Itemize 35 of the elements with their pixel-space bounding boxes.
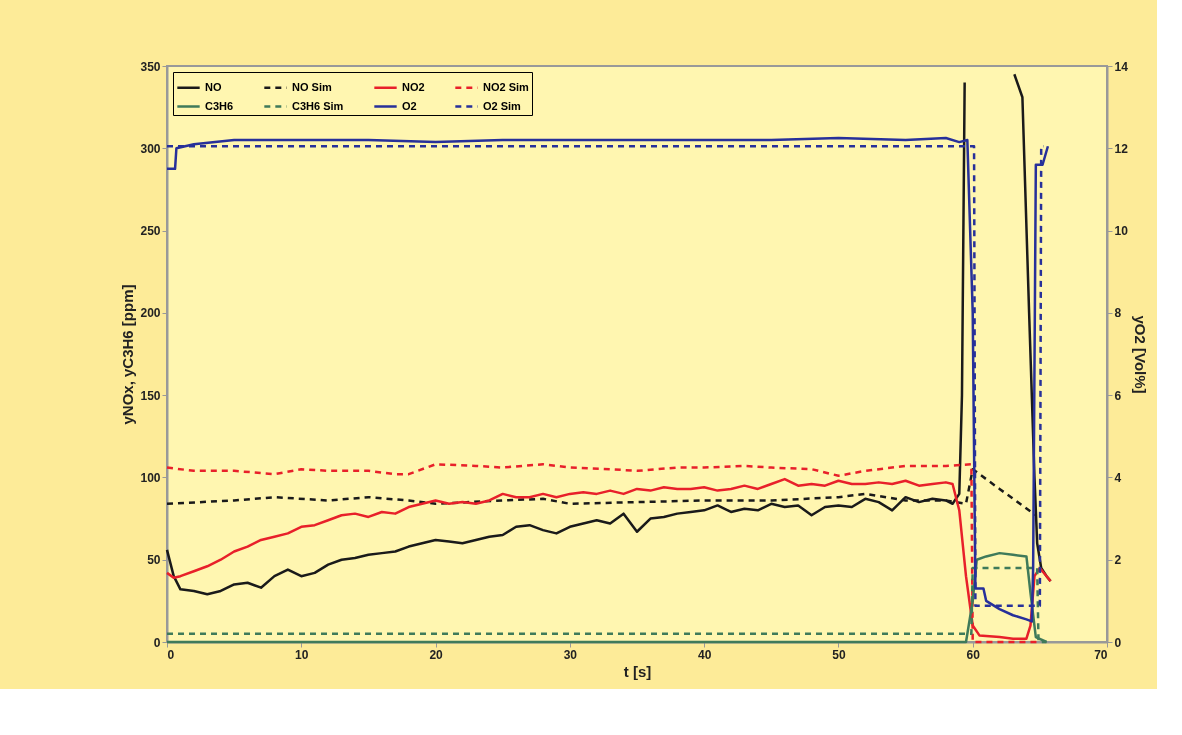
y-tick-label: 0 xyxy=(153,635,161,650)
x-tick-label: 50 xyxy=(832,647,846,662)
y2-tick-label: 2 xyxy=(1114,553,1122,568)
x-tick-label: 70 xyxy=(1094,647,1108,662)
y-axis-title: yNOx, yC3H6 [ppm] xyxy=(119,284,137,425)
x-axis-title: t [s] xyxy=(623,662,652,680)
y-tick-label: 50 xyxy=(147,553,161,568)
y2-axis-title: yO2 [Vol%] xyxy=(1131,315,1149,394)
y2-tick-label: 4 xyxy=(1114,470,1122,485)
legend-label: NO2 Sim xyxy=(483,80,530,93)
x-tick-label: 30 xyxy=(563,647,578,662)
x-tick-label: 0 xyxy=(167,647,175,662)
legend-label: NO Sim xyxy=(292,80,332,93)
x-tick-label: 10 xyxy=(295,647,309,662)
legend-label: C3H6 Sim xyxy=(292,99,344,112)
y2-tick-label: 6 xyxy=(1114,388,1122,403)
y2-tick-label: 12 xyxy=(1114,141,1129,156)
legend-label: NO2 xyxy=(402,80,425,93)
y-tick-label: 250 xyxy=(140,224,161,239)
x-tick-label: 40 xyxy=(697,647,712,662)
x-tick-label: 20 xyxy=(429,647,444,662)
legend-label: NO xyxy=(205,80,222,93)
legend-label: C3H6 xyxy=(205,99,234,112)
y2-tick-label: 0 xyxy=(1114,635,1122,650)
y-tick-label: 200 xyxy=(140,306,161,321)
y2-tick-label: 8 xyxy=(1114,306,1122,321)
y-tick-label: 350 xyxy=(140,59,161,74)
y2-tick-label: 10 xyxy=(1114,224,1129,239)
legend-label: O2 xyxy=(402,99,417,112)
y2-tick-label: 14 xyxy=(1114,59,1129,74)
y-tick-label: 150 xyxy=(140,388,161,403)
legend-label: O2 Sim xyxy=(483,99,522,112)
y-tick-label: 100 xyxy=(140,470,161,485)
x-tick-label: 60 xyxy=(966,647,981,662)
y-tick-label: 300 xyxy=(140,141,161,156)
